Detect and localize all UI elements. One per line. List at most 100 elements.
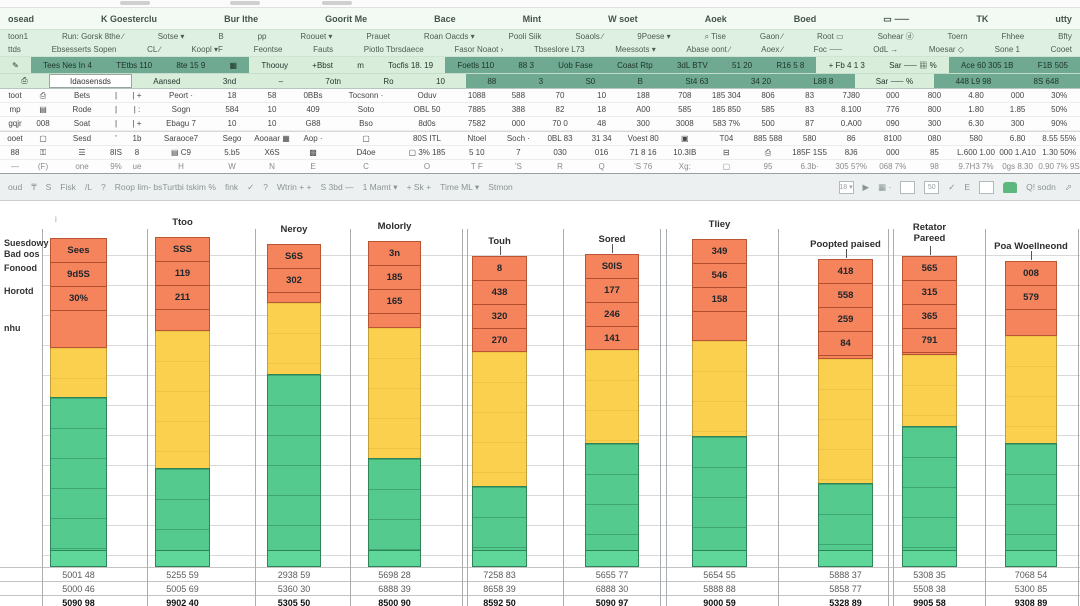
ribbon-item[interactable]: Foc ⸺: [813, 45, 843, 54]
ribbon-item[interactable]: Roan Oacds ▾: [423, 32, 475, 41]
sheet-cell[interactable]: ▣: [681, 134, 689, 143]
ribbon-item[interactable]: Fhhee: [1001, 32, 1025, 41]
sheet-cell[interactable]: ue: [132, 162, 142, 171]
bar-orange-segment[interactable]: SSS 119 211: [155, 237, 210, 331]
bar-orange-segment[interactable]: 008 579: [1005, 261, 1057, 336]
toolbar-item[interactable]: /L: [84, 182, 92, 192]
sheet-cell[interactable]: 7582: [467, 119, 486, 128]
sheet-cell[interactable]: 185 304: [711, 91, 741, 100]
sheet-cell[interactable]: Sesd: [72, 134, 92, 143]
sheet-cell[interactable]: Xg:: [678, 162, 691, 171]
sheet-cell[interactable]: 0BL 83: [547, 134, 573, 143]
sheet-cell[interactable]: H: [178, 162, 184, 171]
ribbon-item[interactable]: Prauet: [366, 32, 390, 41]
sheet-cell[interactable]: 8: [134, 148, 140, 157]
sheet-cell[interactable]: 8.55 55%: [1042, 134, 1077, 143]
ribbon-cell[interactable]: –: [257, 74, 305, 88]
sheet-cell[interactable]: Sogn: [171, 105, 191, 114]
ribbon-group-title[interactable]: K Goesterclu: [101, 13, 158, 24]
sheet-cell[interactable]: 83: [805, 105, 815, 114]
ribbon-cell[interactable]: m: [345, 57, 377, 73]
sheet-cell[interactable]: mp: [9, 105, 21, 114]
sheet-cell[interactable]: T F: [470, 162, 483, 171]
sheet-cell[interactable]: Peort ·: [168, 91, 193, 100]
ribbon-cell[interactable]: Sar ⸺ %: [854, 74, 935, 88]
sheet-cell[interactable]: X6S: [264, 148, 280, 157]
sheet-cell[interactable]: E: [310, 162, 316, 171]
ribbon-item[interactable]: ⌕ Tise: [704, 31, 726, 41]
filter-icon[interactable]: ?: [100, 182, 106, 192]
sheet-cell[interactable]: 10: [267, 119, 277, 128]
toolbar-item[interactable]: S 3bd —: [320, 182, 354, 192]
sheet-cell[interactable]: Aooaar ▦: [254, 134, 290, 143]
bar-orange-segment[interactable]: 3n 185 165: [368, 241, 421, 328]
toolbar-item[interactable]: Fisk: [60, 182, 76, 192]
sheet-cell[interactable]: 000: [511, 119, 526, 128]
sheet-cell[interactable]: | +: [132, 91, 142, 100]
sheet-cell[interactable]: 10: [267, 105, 277, 114]
ribbon-cell[interactable]: 7otn: [304, 74, 363, 88]
bar-green-segment[interactable]: [50, 397, 107, 567]
sheet-cell[interactable]: T04: [719, 134, 734, 143]
sheet-cell[interactable]: (F): [37, 162, 49, 171]
sheet-cell[interactable]: 500: [761, 119, 775, 128]
sheet-cell[interactable]: ▩: [309, 148, 317, 157]
sheet-cell[interactable]: 388: [511, 105, 526, 114]
sheet-cell[interactable]: —: [11, 162, 19, 171]
ribbon-cell[interactable]: Uob Fase: [546, 57, 605, 73]
ribbon-cell[interactable]: +Bbst: [300, 57, 346, 73]
sheet-cell[interactable]: 86: [846, 134, 856, 143]
toolbar-item[interactable]: 1 Mamt ▾: [362, 181, 398, 192]
sheet-cell[interactable]: O: [423, 162, 431, 171]
sheet-cell[interactable]: 305 5?%: [835, 162, 867, 171]
sheet-cell[interactable]: ⎙: [39, 90, 47, 100]
sheet-cell[interactable]: Soch ·: [506, 134, 530, 143]
bar-yellow-segment[interactable]: [155, 331, 210, 468]
sheet-cell[interactable]: Ntoel: [467, 134, 487, 143]
bar-yellow-segment[interactable]: [818, 359, 873, 483]
ribbon-cell[interactable]: Tocfis 18. 19: [376, 57, 446, 73]
view-box-icon[interactable]: [900, 180, 916, 194]
sheet-cell[interactable]: 80S ITL: [412, 134, 441, 143]
sheet-cell[interactable]: 0.A00: [840, 119, 862, 128]
sheet-cell[interactable]: 1.80: [968, 105, 984, 114]
sheet-cell[interactable]: 000: [886, 148, 900, 157]
sheet-cell[interactable]: W: [228, 162, 236, 171]
ribbon-item[interactable]: Sotse ▾: [157, 32, 185, 41]
ribbon-item[interactable]: Sohear ⓓ: [877, 32, 914, 41]
sheet-cell[interactable]: 1.30 50%: [1042, 148, 1077, 157]
sheet-cell[interactable]: 85: [929, 148, 939, 157]
play-icon[interactable]: ▶: [862, 181, 870, 192]
sheet-cell[interactable]: 588: [511, 91, 526, 100]
sheet-cell[interactable]: Oduv: [417, 91, 437, 100]
ribbon-item[interactable]: Root ▭: [816, 32, 844, 41]
sheet-cell[interactable]: ⚿: [39, 147, 47, 157]
ribbon-item[interactable]: Meessots ▾: [615, 45, 656, 54]
ribbon-item[interactable]: Soaols ∕: [575, 32, 604, 41]
ribbon-item[interactable]: Bfty: [1058, 32, 1072, 41]
ribbon-item[interactable]: Ebsesserts Sopen: [51, 45, 117, 54]
sheet-cell[interactable]: 7J80: [842, 91, 860, 100]
ribbon-group-title[interactable]: W soet: [608, 13, 638, 24]
sheet-cell[interactable]: 50%: [1051, 105, 1068, 114]
sheet-cell[interactable]: 10: [597, 91, 607, 100]
bar-orange-segment[interactable]: 565 315 365 791: [902, 256, 957, 355]
sheet-cell[interactable]: 8.100: [841, 105, 862, 114]
ribbon-group-title[interactable]: Bur lthe: [224, 13, 259, 24]
sheet-cell[interactable]: Ebagu 7: [166, 119, 196, 128]
window-tab[interactable]: [120, 1, 150, 5]
sheet-cell[interactable]: 008: [36, 119, 50, 128]
sheet-cell[interactable]: 584: [225, 105, 239, 114]
sheet-cell[interactable]: 583 7%: [712, 119, 740, 128]
sheet-cell[interactable]: 98: [929, 162, 939, 171]
toolbar-item[interactable]: Time ML ▾: [440, 181, 480, 192]
ribbon-cell[interactable]: Tees Nes In 4: [30, 57, 105, 73]
ribbon-item[interactable]: Toern: [947, 32, 968, 41]
toolbar-item[interactable]: E: [964, 182, 971, 192]
sheet-cell[interactable]: 48: [597, 119, 607, 128]
ribbon-cell[interactable]: 8te 15 9: [164, 57, 218, 73]
ribbon-cell[interactable]: 3nd: [201, 74, 258, 88]
toolbar-item[interactable]: + Sk +: [406, 182, 432, 192]
sheet-cell[interactable]: 8IS: [109, 148, 122, 157]
bar-green-segment[interactable]: [267, 374, 321, 567]
